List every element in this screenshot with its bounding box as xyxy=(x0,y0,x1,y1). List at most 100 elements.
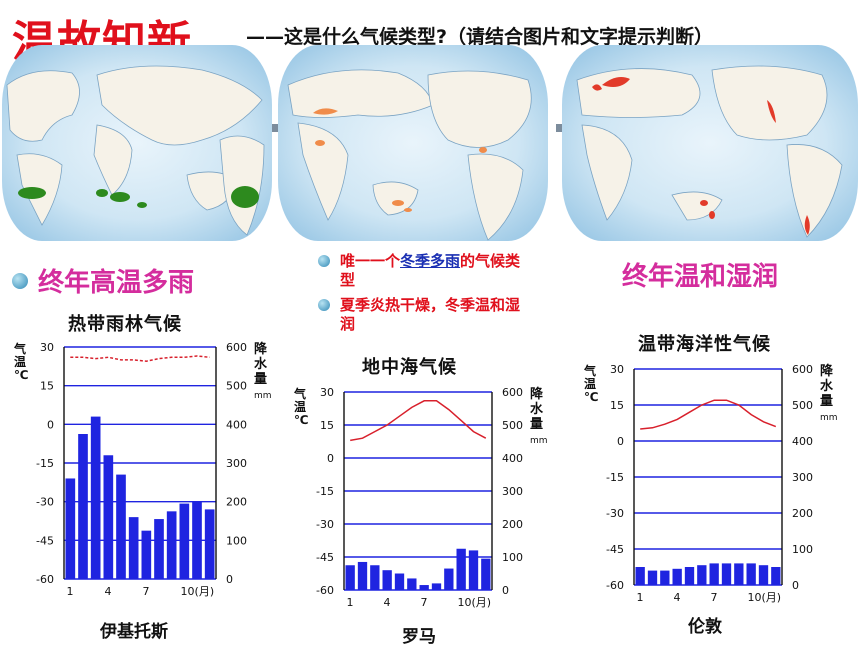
month-tick-label: 10(月) xyxy=(181,585,215,598)
precip-unit-label: mm xyxy=(254,391,272,401)
precip-tick-label: 300 xyxy=(502,485,523,498)
temp-axis-label-char: 温 xyxy=(584,377,596,391)
precip-axis-label-char: 量 xyxy=(254,372,267,387)
precip-bar xyxy=(394,573,405,590)
city-name-1: 伊基托斯 xyxy=(100,622,168,642)
precip-tick-label: 500 xyxy=(792,399,813,412)
temperature-line xyxy=(70,355,210,362)
precip-axis-label-char: 降 xyxy=(820,363,834,379)
city-name-3: 伦敦 xyxy=(688,617,722,637)
hint-1-highlight: 冬季多雨 xyxy=(400,252,461,270)
precip-tick-label: 200 xyxy=(792,507,813,520)
precip-axis-label-char: 水 xyxy=(820,378,834,394)
climate-chart-3: 30 15 0 -15 -30 -45 -60 600 500 400 300 200 100 0 1 4 7 1… xyxy=(583,363,838,604)
precip-bar xyxy=(684,567,695,585)
mediterranean-hints: 唯一一个冬季多雨的气候类型 夏季炎热干燥，冬季温和湿润 xyxy=(318,252,528,340)
precip-bar xyxy=(431,583,442,590)
precip-tick-label: 400 xyxy=(502,452,523,465)
month-tick-label: 7 xyxy=(710,591,717,604)
precip-bar xyxy=(357,561,368,590)
hint-text-2: 夏季炎热干燥，冬季温和湿润 xyxy=(340,296,521,333)
precip-axis-label-char: 量 xyxy=(820,394,833,409)
precip-bar xyxy=(635,567,645,585)
chart-title-3: 温带海洋性气候 xyxy=(638,334,771,355)
temp-axis-label-char: ℃ xyxy=(14,368,29,382)
temp-tick-label: -30 xyxy=(606,507,624,520)
temp-tick-label: 0 xyxy=(327,452,334,465)
month-tick-label: 10(月) xyxy=(457,596,491,609)
precip-tick-label: 600 xyxy=(502,386,523,399)
temp-axis-label-char: 气 xyxy=(583,363,596,378)
precip-tick-label: 200 xyxy=(502,518,523,531)
temp-axis-label-char: 气 xyxy=(293,386,306,401)
temp-axis-label-char: ℃ xyxy=(584,390,599,404)
month-tick-label: 4 xyxy=(673,591,680,604)
precip-bar xyxy=(179,503,190,579)
precip-axis-label-char: 水 xyxy=(530,401,544,417)
precip-axis-label-char: 降 xyxy=(530,386,544,402)
precip-axis-label-char: 降 xyxy=(254,341,268,357)
precip-bar xyxy=(758,565,769,585)
precip-unit-label: mm xyxy=(820,413,838,423)
month-tick-label: 4 xyxy=(383,596,390,609)
temp-tick-label: 15 xyxy=(40,380,54,393)
map-mediterranean xyxy=(278,45,548,241)
month-tick-label: 1 xyxy=(346,596,353,609)
world-map-mediterranean-image xyxy=(287,69,532,241)
precip-tick-label: 100 xyxy=(226,534,247,547)
subtitle-text: 这是什么气候类型?（请结合图片和文字提示判断） xyxy=(284,26,714,48)
precip-bar xyxy=(771,567,781,585)
separator-dot xyxy=(272,124,280,132)
separator-dot xyxy=(556,124,564,132)
temp-tick-label: -15 xyxy=(606,471,624,484)
temp-tick-label: -15 xyxy=(316,485,334,498)
precip-axis-label-char: 量 xyxy=(530,417,543,432)
month-tick-label: 4 xyxy=(105,585,112,598)
precip-bar xyxy=(660,570,670,585)
temp-tick-label: -60 xyxy=(36,573,54,586)
precip-tick-label: 100 xyxy=(792,543,813,556)
precip-bar xyxy=(721,563,732,585)
temp-tick-label: 0 xyxy=(617,435,624,448)
map-oceanic xyxy=(562,45,858,241)
bullet-icon xyxy=(318,299,330,311)
precip-bar xyxy=(204,509,215,579)
temp-axis-label-char: ℃ xyxy=(294,413,309,427)
precip-bar xyxy=(697,565,707,585)
world-map-rainforest-image xyxy=(6,65,265,236)
month-tick-label: 1 xyxy=(636,591,643,604)
mediterranean-regions xyxy=(313,108,487,212)
precip-bar xyxy=(456,548,466,590)
temp-tick-label: -45 xyxy=(36,534,54,547)
precip-bar xyxy=(709,563,719,585)
precip-bar xyxy=(103,455,114,579)
precip-bar xyxy=(481,558,491,590)
precip-bar xyxy=(141,530,152,579)
precip-bar xyxy=(382,570,392,590)
precip-tick-label: 200 xyxy=(226,496,247,509)
precip-bar xyxy=(78,434,88,579)
tropical-hint: 终年高温多雨 xyxy=(12,262,194,299)
month-tick-label: 7 xyxy=(143,585,150,598)
precip-tick-label: 0 xyxy=(226,573,233,586)
city-name-2: 罗马 xyxy=(402,627,436,647)
precip-bar xyxy=(746,563,756,585)
precip-tick-label: 100 xyxy=(502,551,523,564)
month-tick-label: 1 xyxy=(67,585,74,598)
temp-tick-label: -45 xyxy=(606,543,624,556)
oceanic-hint: 终年温和湿润 xyxy=(622,262,779,292)
climate-chart-1: 30 15 0 -15 -30 -45 -60 600 500 400 300 200 100 0 1 4 7 1… xyxy=(13,341,272,598)
chart-title-2: 地中海气候 xyxy=(362,357,457,378)
hint-1-text-after: 的气候类型 xyxy=(340,252,521,289)
oceanic-regions xyxy=(592,77,810,235)
bullet-icon xyxy=(318,255,330,267)
temp-tick-label: 30 xyxy=(610,363,624,376)
precip-bar xyxy=(90,416,101,579)
precip-bar xyxy=(419,585,429,590)
temp-tick-label: -60 xyxy=(316,584,334,597)
bullet-icon xyxy=(12,272,28,289)
map-rainforest xyxy=(2,45,272,241)
month-tick-label: 7 xyxy=(420,596,427,609)
precip-bar xyxy=(166,511,177,579)
precip-bar xyxy=(647,570,658,585)
